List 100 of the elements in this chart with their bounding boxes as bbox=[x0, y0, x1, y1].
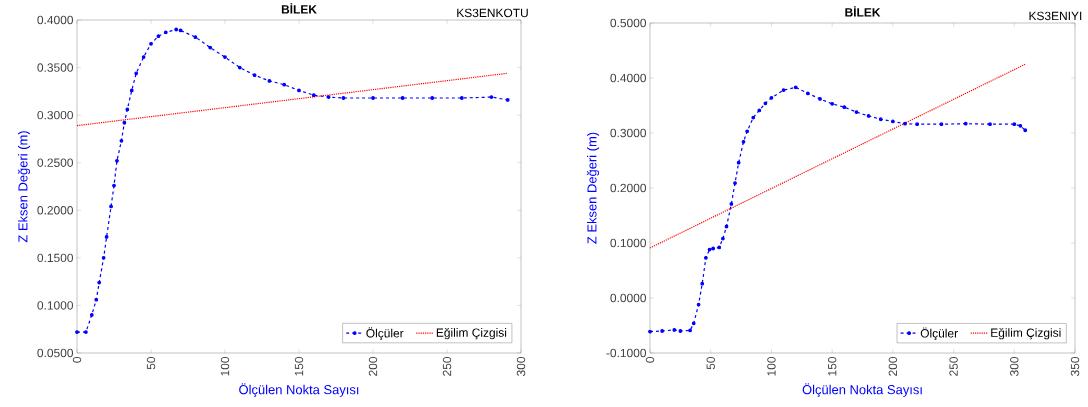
point bbox=[156, 34, 161, 39]
y-tick-label: 0.0000 bbox=[610, 293, 647, 303]
point bbox=[174, 27, 179, 32]
x-tick-label: 0 bbox=[72, 356, 82, 363]
x-tick-label: 50 bbox=[146, 356, 156, 370]
point bbox=[660, 329, 665, 333]
point bbox=[311, 93, 316, 98]
point bbox=[854, 110, 859, 114]
point bbox=[707, 247, 712, 252]
point bbox=[988, 122, 992, 127]
point bbox=[459, 96, 464, 100]
point bbox=[400, 96, 405, 100]
point bbox=[700, 281, 705, 286]
point bbox=[163, 30, 168, 35]
text: KS3ENIYI bbox=[1029, 11, 1082, 21]
point bbox=[696, 302, 701, 307]
point bbox=[830, 101, 835, 106]
x-tick-label: 150 bbox=[294, 356, 304, 376]
point bbox=[1012, 122, 1017, 127]
point bbox=[818, 97, 822, 101]
point bbox=[489, 95, 494, 99]
point bbox=[223, 55, 227, 59]
legend-label: Ölçüler bbox=[920, 327, 958, 340]
point bbox=[122, 120, 127, 125]
x-axis-title: Ölçülen Nokta Sayısı bbox=[802, 383, 922, 397]
point bbox=[720, 236, 725, 241]
x-tick-label: 100 bbox=[767, 356, 776, 376]
y-tick-label: 0.4000 bbox=[37, 15, 74, 25]
point bbox=[842, 105, 847, 110]
point bbox=[252, 73, 257, 78]
point bbox=[805, 91, 810, 96]
point bbox=[711, 246, 716, 251]
point bbox=[129, 88, 134, 93]
y-tick-label: -0.1000 bbox=[606, 348, 647, 358]
point bbox=[115, 158, 119, 163]
point bbox=[208, 45, 213, 50]
x-tick-label: 200 bbox=[888, 356, 898, 376]
y-tick-label: 0.3000 bbox=[37, 110, 74, 120]
point bbox=[134, 71, 139, 76]
point bbox=[104, 235, 109, 239]
point bbox=[430, 96, 435, 100]
text: KS3ENKOTU bbox=[457, 8, 528, 18]
point bbox=[326, 95, 331, 99]
point bbox=[688, 328, 692, 333]
point bbox=[75, 330, 79, 334]
point bbox=[1023, 128, 1028, 133]
y-tick-label: 0.1000 bbox=[37, 301, 74, 310]
point bbox=[793, 85, 798, 90]
point bbox=[282, 82, 287, 87]
point bbox=[371, 96, 375, 100]
legend-label: Eğilim Çizgisi bbox=[436, 327, 507, 340]
point bbox=[703, 255, 708, 260]
point bbox=[751, 115, 756, 120]
point bbox=[878, 117, 883, 122]
point bbox=[149, 41, 153, 46]
point bbox=[119, 138, 124, 143]
y-axis-title: Z Eksen Değeri (m) bbox=[586, 132, 600, 244]
point bbox=[717, 245, 722, 250]
point bbox=[505, 98, 510, 102]
y-tick-label: 0.1000 bbox=[610, 238, 647, 248]
point bbox=[141, 55, 146, 59]
y-axis-title: Z Eksen Değeri (m) bbox=[17, 131, 31, 243]
point bbox=[267, 78, 272, 83]
point bbox=[729, 202, 734, 206]
point bbox=[178, 28, 183, 33]
point bbox=[237, 65, 242, 70]
x-axis-title: Ölçülen Nokta Sayısı bbox=[239, 383, 359, 397]
point bbox=[89, 313, 94, 317]
point bbox=[297, 88, 301, 93]
point bbox=[939, 122, 944, 127]
point bbox=[94, 297, 99, 302]
chart-title: BİLEK bbox=[281, 3, 317, 14]
x-tick-label: 300 bbox=[1010, 356, 1019, 377]
point bbox=[101, 255, 106, 260]
point bbox=[112, 183, 116, 188]
point bbox=[97, 280, 102, 285]
x-tick-label: 0 bbox=[645, 356, 655, 363]
y-tick-label: 0.1500 bbox=[37, 253, 74, 263]
point bbox=[341, 96, 346, 100]
point bbox=[757, 108, 762, 113]
point bbox=[733, 181, 737, 185]
x-tick-label: 300 bbox=[516, 356, 526, 377]
point bbox=[672, 328, 677, 332]
point bbox=[903, 121, 907, 126]
x-tick-label: 50 bbox=[706, 356, 715, 370]
point bbox=[741, 139, 746, 144]
point bbox=[83, 330, 88, 334]
y-tick-label: 0.3500 bbox=[37, 63, 74, 72]
x-tick-label: 250 bbox=[949, 356, 958, 376]
y-tick-label: 0.2000 bbox=[37, 206, 74, 215]
point bbox=[915, 122, 920, 127]
point bbox=[691, 321, 696, 326]
point bbox=[1018, 123, 1023, 128]
y-tick-label: 0.2000 bbox=[610, 183, 647, 193]
legend-label: Ölçüler bbox=[366, 327, 404, 340]
point bbox=[866, 114, 871, 118]
y-tick-label: 0.0500 bbox=[37, 348, 74, 358]
point bbox=[769, 95, 774, 100]
y-tick-label: 0.5000 bbox=[610, 18, 647, 28]
x-tick-label: 150 bbox=[827, 356, 837, 376]
